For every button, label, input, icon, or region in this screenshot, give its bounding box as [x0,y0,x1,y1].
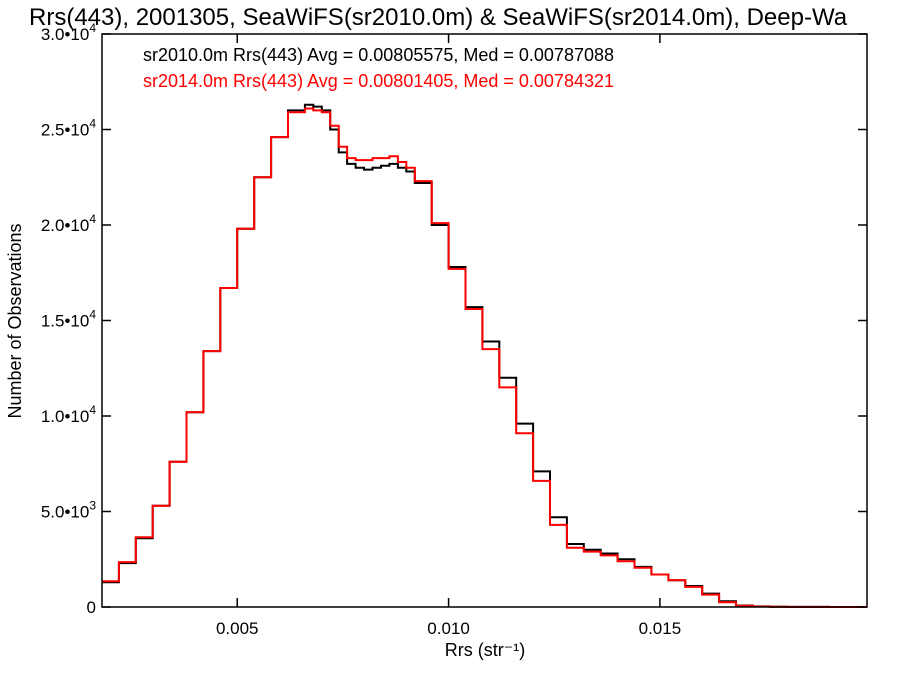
y-tick-label: 1.0•104 [41,403,97,426]
y-tick-label: 0 [87,598,96,617]
y-tick-label: 3.0•104 [41,21,97,44]
series-line-2 [102,107,867,608]
chart-title: Rrs(443), 2001305, SeaWiFS(sr2010.0m) & … [29,4,848,31]
y-tick-label: 2.0•104 [41,212,97,235]
series-line-1 [102,103,867,608]
y-tick-label: 2.5•104 [41,117,97,140]
plot-frame [101,33,868,608]
y-tick-label: 1.5•104 [41,308,97,331]
legend-annotation-1: sr2010.0m Rrs(443) Avg = 0.00805575, Med… [143,45,614,65]
legend-annotations: sr2010.0m Rrs(443) Avg = 0.00805575, Med… [143,45,614,91]
x-axis-label: Rrs (str⁻¹) [445,640,525,660]
x-tick-label: 0.010 [427,619,470,638]
x-tick-label: 0.005 [216,619,259,638]
x-tick-label: 0.015 [639,619,682,638]
y-tick-label: 5.0•103 [41,499,97,522]
series-layer [102,103,867,608]
legend-annotation-2: sr2014.0m Rrs(443) Avg = 0.00801405, Med… [143,71,614,91]
y-axis-label: Number of Observations [5,223,25,418]
ticks-layer: 0.005 0.010 0.015 0 5.0•103 1.0•104 1.5•104 2.0… [41,21,867,638]
